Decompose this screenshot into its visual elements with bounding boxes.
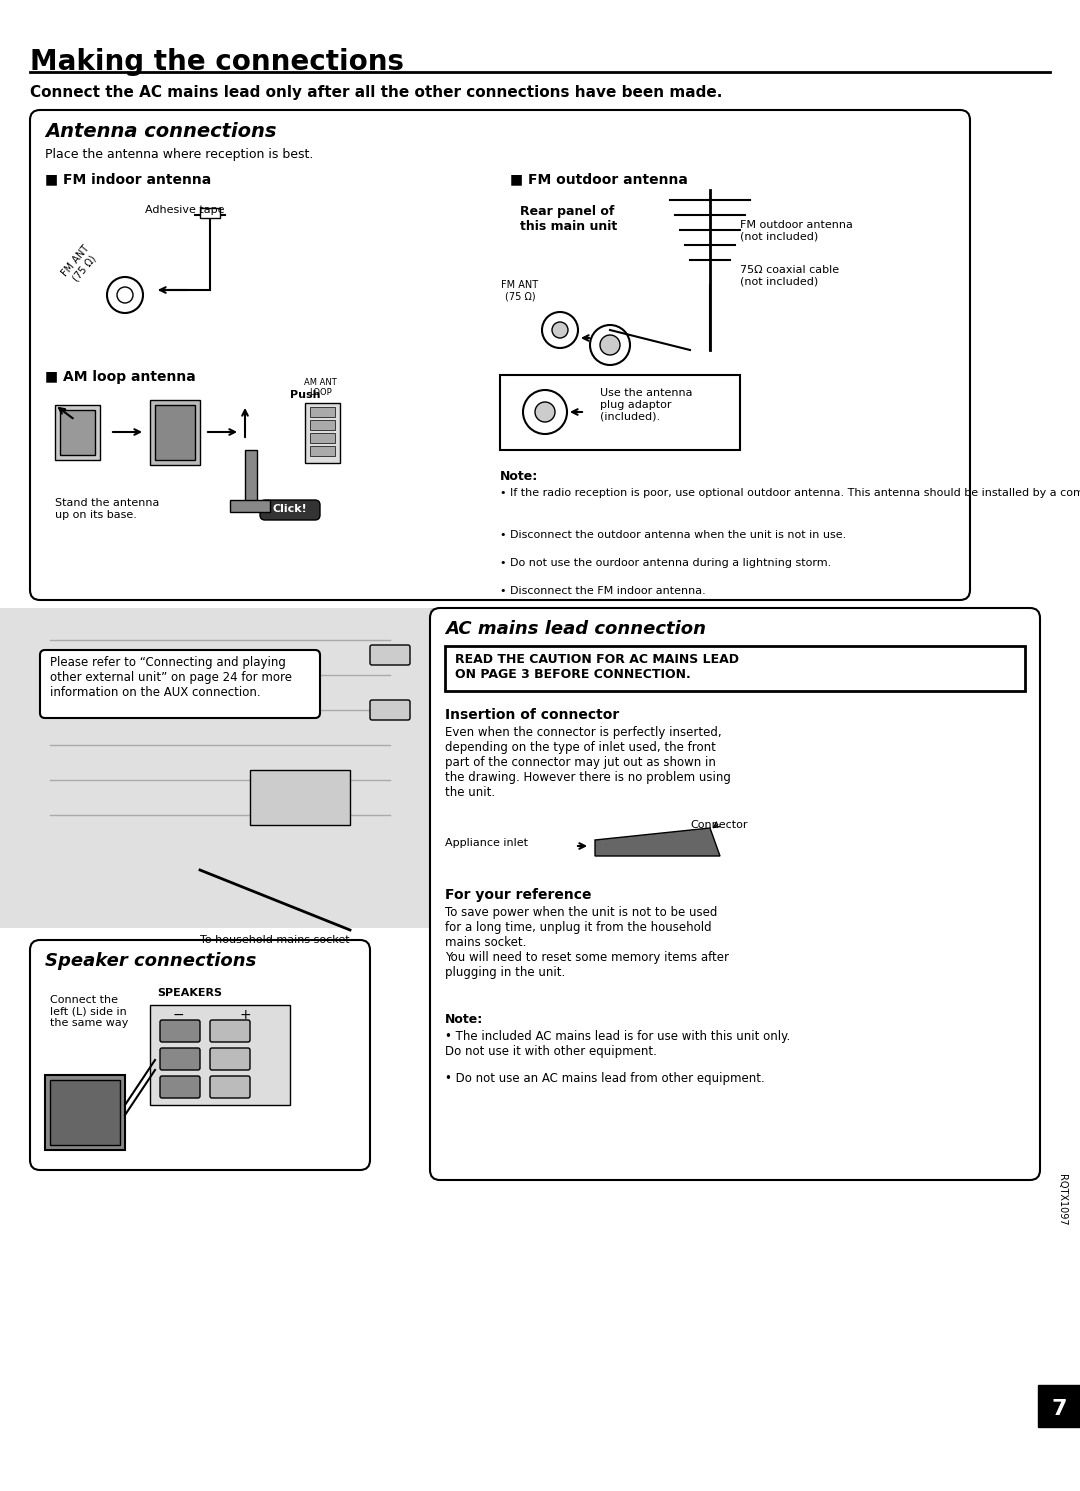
Text: READ THE CAUTION FOR AC MAINS LEAD
ON PAGE 3 BEFORE CONNECTION.: READ THE CAUTION FOR AC MAINS LEAD ON PA…	[455, 653, 739, 681]
Bar	[310, 407, 335, 417]
Text: Place the antenna where reception is best.: Place the antenna where reception is bes…	[45, 148, 313, 161]
Bar	[430, 608, 455, 927]
Polygon shape	[595, 828, 720, 856]
Text: RQTX1097: RQTX1097	[1057, 1175, 1067, 1226]
Bar	[55, 406, 100, 461]
Text: Connector: Connector	[690, 820, 747, 830]
Bar	[156, 406, 195, 461]
FancyBboxPatch shape	[210, 1020, 249, 1042]
Text: Click!: Click!	[272, 504, 308, 514]
Bar	[60, 410, 95, 455]
FancyBboxPatch shape	[370, 646, 410, 665]
Bar	[50, 1079, 120, 1145]
Text: ■ AM loop antenna: ■ AM loop antenna	[45, 370, 195, 385]
Circle shape	[535, 403, 555, 422]
Bar	[310, 432, 335, 443]
Text: Please refer to “Connecting and playing
other external unit” on page 24 for more: Please refer to “Connecting and playing …	[50, 656, 292, 699]
Circle shape	[523, 391, 567, 434]
Text: Insertion of connector: Insertion of connector	[445, 708, 619, 722]
Text: • Do not use the ourdoor antenna during a lightning storm.: • Do not use the ourdoor antenna during …	[500, 558, 832, 568]
Text: • Disconnect the outdoor antenna when the unit is not in use.: • Disconnect the outdoor antenna when th…	[500, 529, 847, 540]
Bar	[230, 499, 270, 511]
Text: FM ANT
(75 Ω): FM ANT (75 Ω)	[501, 280, 539, 301]
FancyBboxPatch shape	[160, 1020, 200, 1042]
Text: For your reference: For your reference	[445, 889, 592, 902]
FancyBboxPatch shape	[370, 699, 410, 720]
Text: 75Ω coaxial cable
(not included): 75Ω coaxial cable (not included)	[740, 265, 839, 286]
Text: • Disconnect the FM indoor antenna.: • Disconnect the FM indoor antenna.	[500, 586, 705, 596]
Bar	[245, 450, 257, 505]
Circle shape	[107, 277, 143, 313]
Bar	[445, 646, 1025, 690]
Bar	[310, 420, 335, 429]
Text: Push: Push	[291, 391, 321, 400]
Bar	[1038, 1385, 1080, 1427]
Bar	[200, 209, 220, 218]
Text: Appliance inlet: Appliance inlet	[445, 838, 528, 848]
Bar	[310, 446, 335, 456]
Text: Connect the AC mains lead only after all the other connections have been made.: Connect the AC mains lead only after all…	[30, 85, 723, 100]
FancyBboxPatch shape	[30, 110, 970, 599]
Text: AM ANT
LOOP: AM ANT LOOP	[303, 379, 336, 398]
Text: Making the connections: Making the connections	[30, 48, 404, 76]
Text: ■ FM outdoor antenna: ■ FM outdoor antenna	[510, 171, 688, 186]
Text: SPEAKERS: SPEAKERS	[158, 989, 222, 997]
Bar	[150, 400, 200, 465]
Bar	[249, 769, 350, 825]
Text: FM ANT
(75 Ω): FM ANT (75 Ω)	[59, 245, 100, 286]
Text: −: −	[172, 1008, 184, 1021]
FancyBboxPatch shape	[160, 1077, 200, 1097]
Circle shape	[590, 325, 630, 365]
Bar	[150, 1005, 291, 1105]
Text: To household mains socket: To household mains socket	[200, 935, 350, 945]
Text: Note:: Note:	[445, 1012, 483, 1026]
Text: Use the antenna
plug adaptor
(included).: Use the antenna plug adaptor (included).	[600, 388, 692, 420]
Text: AC mains lead connection: AC mains lead connection	[445, 620, 706, 638]
Text: • The included AC mains lead is for use with this unit only.
Do not use it with : • The included AC mains lead is for use …	[445, 1030, 791, 1059]
Text: • Do not use an AC mains lead from other equipment.: • Do not use an AC mains lead from other…	[445, 1072, 765, 1085]
Bar	[45, 1075, 125, 1150]
FancyBboxPatch shape	[210, 1077, 249, 1097]
FancyBboxPatch shape	[160, 1048, 200, 1071]
Text: Connect the
left (L) side in
the same way: Connect the left (L) side in the same wa…	[50, 994, 129, 1029]
FancyBboxPatch shape	[260, 499, 320, 520]
Text: FM outdoor antenna
(not included): FM outdoor antenna (not included)	[740, 221, 853, 242]
Bar	[305, 403, 340, 464]
Circle shape	[117, 286, 133, 303]
Text: Rear panel of
this main unit: Rear panel of this main unit	[519, 204, 618, 233]
Text: Note:: Note:	[500, 470, 538, 483]
Text: 7: 7	[1051, 1399, 1067, 1419]
Text: Antenna connections: Antenna connections	[45, 122, 276, 142]
Text: Stand the antenna
up on its base.: Stand the antenna up on its base.	[55, 498, 160, 519]
Text: Adhesive tape: Adhesive tape	[145, 204, 225, 215]
Text: +: +	[239, 1008, 251, 1021]
FancyBboxPatch shape	[40, 650, 320, 719]
Circle shape	[552, 322, 568, 338]
FancyBboxPatch shape	[210, 1048, 249, 1071]
Circle shape	[600, 335, 620, 355]
Text: ■ FM indoor antenna: ■ FM indoor antenna	[45, 171, 212, 186]
Text: To save power when the unit is not to be used
for a long time, unplug it from th: To save power when the unit is not to be…	[445, 907, 729, 980]
Circle shape	[542, 312, 578, 347]
FancyBboxPatch shape	[30, 939, 370, 1170]
Bar	[0, 608, 430, 927]
Text: Speaker connections: Speaker connections	[45, 951, 256, 971]
Text: • If the radio reception is poor, use optional outdoor antenna. This antenna sho: • If the radio reception is poor, use op…	[500, 488, 1080, 498]
Bar	[500, 376, 740, 450]
FancyBboxPatch shape	[430, 608, 1040, 1179]
Text: Even when the connector is perfectly inserted,
depending on the type of inlet us: Even when the connector is perfectly ins…	[445, 726, 731, 799]
